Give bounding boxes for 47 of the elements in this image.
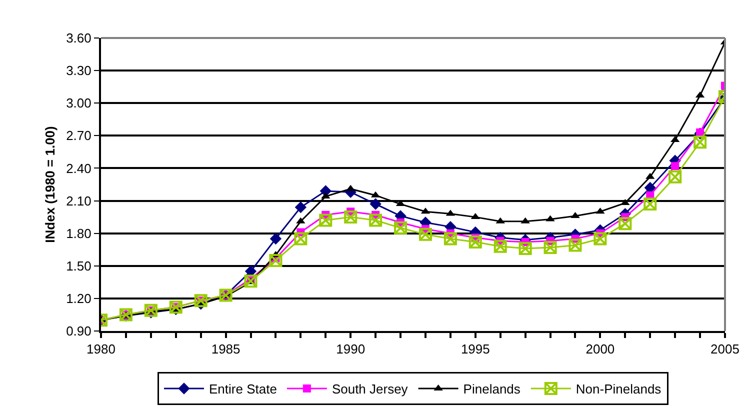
point xyxy=(244,274,258,288)
point xyxy=(494,240,507,253)
point xyxy=(444,232,457,246)
point xyxy=(594,232,607,246)
point xyxy=(370,198,382,210)
point xyxy=(694,136,707,149)
legend-label: Non-Pinelands xyxy=(576,382,662,397)
point xyxy=(194,294,208,308)
point xyxy=(418,228,432,241)
x-tick-label: 2005 xyxy=(710,342,740,357)
y-tick-label: 2.10 xyxy=(66,193,92,208)
point xyxy=(294,201,307,214)
y-tick-label: 2.40 xyxy=(66,160,92,176)
y-tick-label: 1.50 xyxy=(66,258,92,274)
point xyxy=(319,214,332,227)
x-tick-label: 2000 xyxy=(586,342,615,357)
point xyxy=(270,232,282,245)
point xyxy=(269,254,282,267)
y-tick-label: 3.00 xyxy=(66,96,92,111)
legend-label: Pinelands xyxy=(463,382,521,397)
y-tick-label: 1.20 xyxy=(66,290,92,306)
point xyxy=(394,221,408,234)
point xyxy=(568,238,582,252)
point xyxy=(169,300,182,314)
x-tick-label: 1985 xyxy=(211,342,240,357)
point xyxy=(144,304,158,317)
point xyxy=(671,162,680,170)
point xyxy=(344,210,358,224)
point xyxy=(294,232,308,246)
point xyxy=(618,217,632,230)
y-tick-label: 3.60 xyxy=(66,30,92,46)
point xyxy=(369,214,382,227)
point xyxy=(644,198,657,211)
x-tick-label: 1980 xyxy=(86,342,116,357)
point xyxy=(468,236,482,249)
point xyxy=(544,240,557,254)
x-tick-label: 1995 xyxy=(460,342,490,357)
point xyxy=(668,170,682,184)
legend-label: South Jersey xyxy=(332,382,408,397)
point xyxy=(518,242,532,256)
y-tick-label: 3.30 xyxy=(66,63,92,78)
x-tick-label: 1990 xyxy=(336,342,366,357)
legend-label: Entire State xyxy=(209,382,277,397)
y-tick-label: 2.70 xyxy=(66,128,92,144)
y-tick-label: 1.80 xyxy=(66,226,92,241)
y-tick-label: 0.90 xyxy=(66,324,92,339)
y-axis-title: INdex (1980 = 1.00) xyxy=(42,126,58,243)
